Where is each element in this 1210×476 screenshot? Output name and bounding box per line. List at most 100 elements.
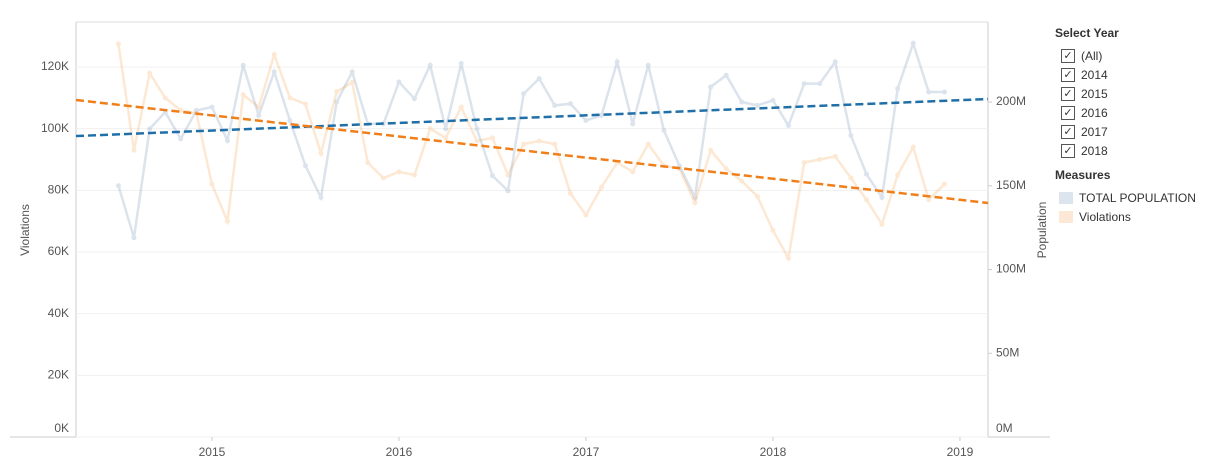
data-point	[832, 59, 838, 65]
data-point	[271, 52, 277, 58]
data-point	[318, 150, 324, 156]
data-point	[256, 112, 262, 118]
data-point	[785, 122, 791, 128]
y-tick-label: 20K	[48, 368, 69, 382]
data-point	[895, 86, 901, 92]
legend-entry: TOTAL POPULATION	[1055, 188, 1196, 207]
data-point	[910, 144, 916, 150]
legend-entry: Violations	[1055, 207, 1196, 226]
filter-option-label[interactable]: 2018	[1081, 143, 1108, 158]
data-point	[458, 61, 464, 67]
trend-line	[75, 97, 989, 138]
checkbox[interactable]: ✓	[1061, 48, 1075, 63]
data-point	[443, 126, 449, 132]
checkbox[interactable]: ✓	[1061, 67, 1075, 82]
data-point	[941, 181, 947, 187]
filter-option-label[interactable]: 2015	[1081, 86, 1108, 101]
data-point	[411, 172, 417, 178]
filter-option[interactable]: ✓ 2014	[1055, 65, 1196, 84]
filter-option[interactable]: ✓ 2015	[1055, 84, 1196, 103]
filter-option[interactable]: ✓ 2017	[1055, 122, 1196, 141]
data-point	[302, 101, 308, 107]
filter-title: Select Year	[1055, 26, 1119, 40]
filter-option[interactable]: ✓ (All)	[1055, 46, 1196, 65]
trend-line	[75, 98, 989, 205]
data-point	[879, 195, 885, 201]
data-point	[708, 84, 714, 90]
data-point	[848, 133, 854, 139]
measures-legend: TOTAL POPULATION Violations	[1055, 188, 1196, 226]
data-point	[754, 102, 760, 108]
data-point	[271, 69, 277, 75]
checkbox[interactable]: ✓	[1061, 86, 1075, 101]
y-tick-label: 0K	[54, 421, 69, 435]
legend-swatch	[1059, 191, 1073, 204]
y-axis-title: Violations	[18, 204, 32, 256]
filter-option-label[interactable]: (All)	[1081, 48, 1103, 63]
data-point	[178, 136, 184, 142]
data-point	[162, 95, 168, 101]
data-point	[863, 197, 869, 203]
data-point	[895, 172, 901, 178]
data-point	[318, 195, 324, 201]
data-point	[708, 147, 714, 153]
filter-option-label[interactable]: 2016	[1081, 105, 1108, 120]
y2-tick-label: 0M	[996, 421, 1013, 435]
data-point	[848, 175, 854, 181]
data-point	[256, 104, 262, 110]
data-point	[552, 102, 558, 108]
series-group	[115, 39, 947, 241]
data-point	[115, 41, 121, 47]
data-point	[209, 181, 215, 187]
data-point	[224, 138, 230, 144]
data-point	[349, 79, 355, 85]
data-point	[801, 81, 807, 87]
data-point	[505, 172, 511, 178]
checkbox[interactable]: ✓	[1061, 143, 1075, 158]
data-point	[411, 96, 417, 102]
data-point	[770, 227, 776, 233]
data-point	[739, 178, 745, 184]
measures-title: Measures	[1055, 168, 1111, 182]
data-point	[801, 160, 807, 166]
x-tick-label: 2019	[947, 445, 974, 459]
data-point	[287, 117, 293, 123]
data-point	[489, 173, 495, 179]
y2-axis-title: Population	[1035, 202, 1049, 259]
filter-option-label[interactable]: 2014	[1081, 67, 1108, 82]
data-point	[583, 117, 589, 123]
data-point	[567, 190, 573, 196]
filter-option[interactable]: ✓ 2018	[1055, 141, 1196, 160]
data-point	[131, 147, 137, 153]
y2-tick-label: 100M	[996, 262, 1026, 276]
series-group	[115, 41, 947, 262]
data-point	[739, 99, 745, 105]
x-tick-label: 2015	[199, 445, 226, 459]
data-point	[427, 62, 433, 68]
data-point	[147, 126, 153, 132]
data-point	[817, 81, 823, 87]
data-point	[754, 194, 760, 200]
side-panel: Select Year ✓ (All) ✓ 2014 ✓ 2015 ✓ 2016 ✓ 2017 ✓ 2…	[1055, 26, 1196, 226]
data-point	[630, 121, 636, 127]
data-point	[458, 104, 464, 110]
data-point	[863, 171, 869, 177]
data-point	[193, 107, 199, 113]
data-point	[926, 197, 932, 203]
checkbox[interactable]: ✓	[1061, 105, 1075, 120]
data-point	[240, 92, 246, 98]
y-tick-label: 60K	[48, 244, 69, 258]
y2-tick-label: 50M	[996, 345, 1019, 359]
data-point	[567, 101, 573, 107]
checkbox[interactable]: ✓	[1061, 124, 1075, 139]
data-point	[552, 141, 558, 147]
filter-option-label[interactable]: 2017	[1081, 124, 1108, 139]
series-line	[117, 39, 945, 239]
x-tick-label: 2018	[760, 445, 787, 459]
filter-option[interactable]: ✓ 2016	[1055, 103, 1196, 122]
data-point	[334, 89, 340, 95]
data-point	[380, 175, 386, 181]
legend-label: Violations	[1079, 209, 1131, 224]
x-tick-label: 2016	[386, 445, 413, 459]
data-point	[598, 184, 604, 190]
